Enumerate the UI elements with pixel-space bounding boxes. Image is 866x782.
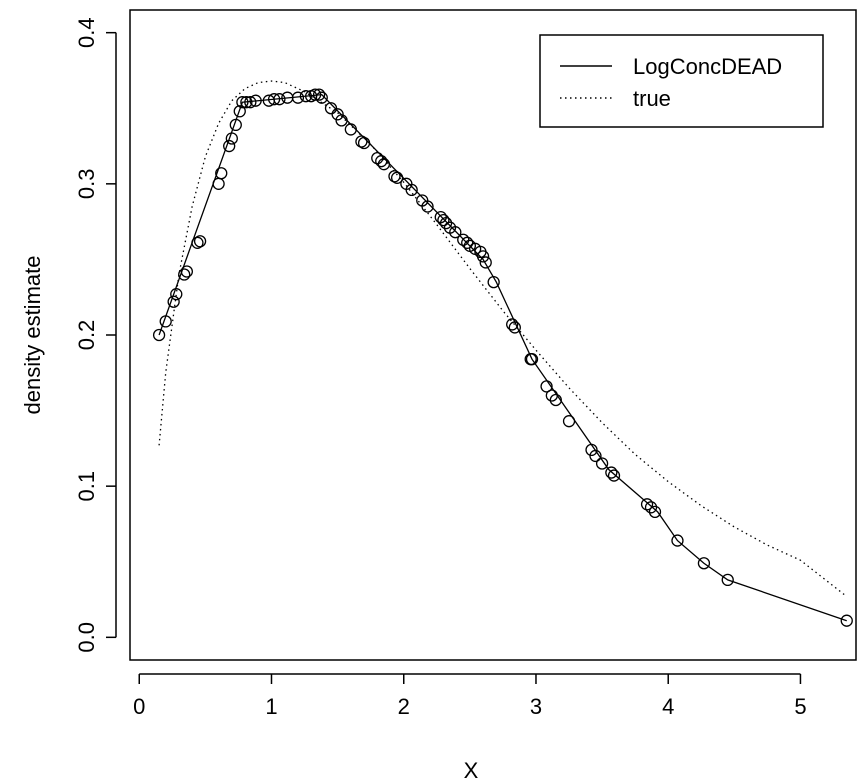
data-point (640, 498, 654, 511)
data-point (215, 167, 228, 180)
data-point (525, 353, 539, 366)
data-point (357, 136, 371, 150)
data-point (212, 177, 225, 190)
data-point (267, 93, 281, 106)
data-point (648, 505, 662, 519)
data-point (476, 250, 490, 263)
data-point (840, 614, 853, 627)
data-point (549, 393, 562, 407)
data-point (421, 200, 434, 213)
data-point (193, 235, 207, 248)
data-point (375, 155, 388, 168)
data-point (671, 534, 684, 547)
data-point (249, 94, 262, 107)
data-point (312, 88, 326, 101)
data-point (585, 443, 598, 457)
y-tick-label: 0.1 (74, 471, 99, 502)
data-point (437, 213, 450, 227)
legend-box (539, 34, 824, 128)
data-point (244, 96, 257, 109)
data-point (540, 380, 553, 393)
data-point (721, 573, 734, 587)
data-point (236, 96, 249, 109)
axes: 0 1 2 3 4 5 0.0 0.1 0.2 0.3 0.4 (74, 17, 807, 719)
y-tick-label: 0.4 (74, 17, 99, 48)
legend-label-logconcdead: LogConcDEAD (633, 54, 782, 79)
data-point (331, 108, 344, 121)
data-point (405, 183, 418, 197)
data-point (180, 265, 194, 278)
data-point (508, 321, 521, 334)
true-density-line (158, 80, 848, 598)
data-point (697, 557, 711, 570)
data-point (506, 318, 519, 331)
data-point (355, 135, 368, 148)
y-tick-label: 0.3 (74, 169, 99, 200)
data-point (152, 328, 166, 342)
data-point (595, 457, 609, 470)
data-point (315, 91, 328, 104)
data-point (344, 123, 357, 136)
data-point (439, 216, 453, 230)
data-point (607, 469, 621, 482)
data-point (390, 171, 404, 184)
data-point (335, 114, 348, 127)
x-tick-label: 2 (398, 694, 410, 719)
y-tick-label: 0.0 (74, 622, 99, 653)
x-tick-label: 5 (794, 694, 806, 719)
y-axis-label: density estimate (20, 256, 45, 415)
legend-label-true: true (633, 86, 671, 111)
x-tick-label: 1 (265, 694, 277, 719)
data-point (191, 236, 204, 249)
data-point (545, 389, 558, 402)
data-point (229, 118, 242, 132)
data-point (159, 315, 172, 328)
data-point (388, 170, 401, 183)
logconcdead-line (158, 93, 847, 622)
plot-frame (129, 9, 857, 661)
data-point (644, 501, 658, 514)
data-point (223, 139, 236, 153)
data-point (178, 268, 191, 281)
data-point (605, 466, 618, 479)
plot-area (152, 80, 853, 627)
data-point (170, 288, 183, 301)
data-point (377, 158, 391, 171)
data-point (299, 90, 313, 103)
x-tick-label: 4 (662, 694, 674, 719)
data-point (225, 132, 238, 145)
y-tick-label: 0.2 (74, 320, 99, 351)
data-point (449, 226, 462, 239)
x-tick-label: 3 (530, 694, 542, 719)
data-point (273, 93, 286, 106)
data-point (589, 449, 602, 463)
data-point (479, 256, 492, 269)
data-point (461, 236, 474, 249)
legend: LogConcDEAD true (539, 34, 824, 128)
data-point (291, 91, 305, 104)
x-axis-label: X (464, 758, 479, 782)
data-point (308, 88, 322, 101)
data-point (167, 295, 180, 308)
data-point (233, 105, 246, 118)
data-point (240, 96, 253, 109)
x-tick-label: 0 (133, 694, 145, 719)
data-point (562, 415, 576, 428)
data-point (487, 275, 500, 289)
